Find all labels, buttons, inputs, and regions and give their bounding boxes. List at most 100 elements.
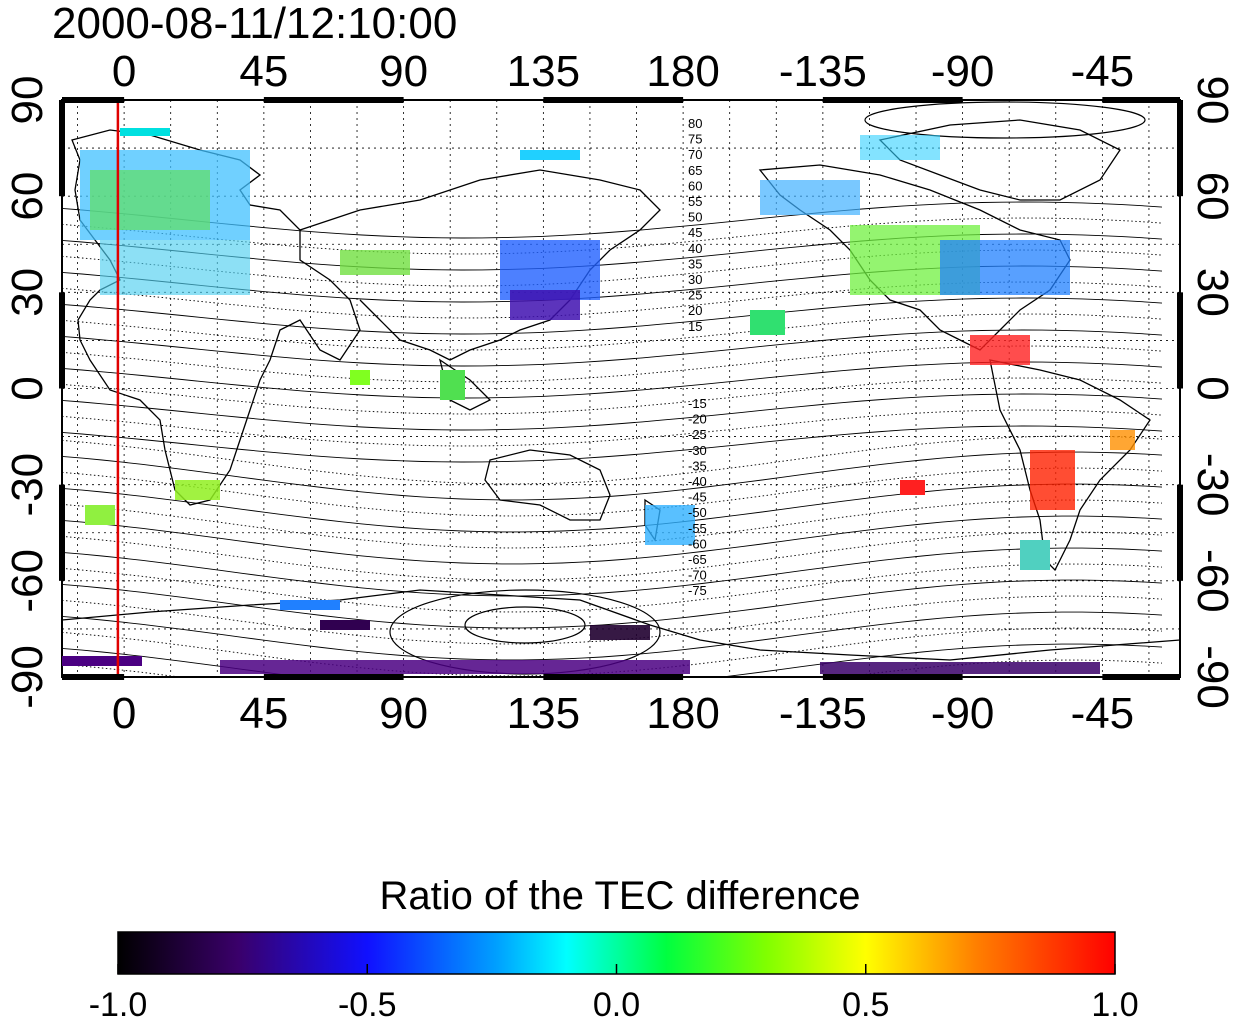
contour-label-north: 25 — [688, 288, 702, 303]
frame-tick-bar — [1177, 292, 1183, 389]
contour-line — [62, 435, 1163, 485]
contour-line — [62, 329, 1163, 367]
contour-label-north: 60 — [688, 178, 702, 193]
map-grid — [62, 100, 1180, 677]
contour-line — [62, 409, 1163, 447]
frame-tick-bars — [59, 97, 1183, 680]
contour-label-south: -30 — [688, 443, 707, 458]
frame-tick-bar — [59, 100, 65, 197]
frame-tick-bar — [1177, 484, 1183, 581]
contour-line — [62, 595, 1163, 645]
x-tick-label-bottom: 135 — [507, 689, 580, 738]
frame-tick-bar — [59, 484, 65, 581]
contour-label-south: -70 — [688, 568, 707, 583]
contour-label-north: 55 — [688, 194, 702, 209]
contour-label-south: -20 — [688, 412, 707, 427]
frame-tick-bar — [62, 97, 125, 103]
axis-tick-labels: 0045459090135135180180-135-135-90-90-45-… — [3, 47, 1237, 738]
contour-line — [62, 451, 1163, 501]
x-tick-label-bottom: -45 — [1071, 689, 1135, 738]
x-tick-label-top: 135 — [507, 47, 580, 96]
contour-label-north: 70 — [688, 147, 702, 162]
contour-line — [62, 297, 1163, 335]
contour-line — [62, 467, 1163, 517]
frame-tick-bar — [1177, 100, 1183, 197]
contour-line — [62, 547, 1163, 597]
colorbar-ticks: -1.0 -0.5 0.0 0.5 1.0 — [89, 964, 1139, 1024]
frame-tick-bar — [263, 97, 404, 103]
x-tick-label-bottom: 45 — [239, 689, 288, 738]
contour-label-north: 45 — [688, 225, 702, 240]
y-tick-label-left: -60 — [3, 549, 52, 613]
y-tick-label-left: -30 — [3, 453, 52, 517]
colorbar-title: Ratio of the TEC difference — [379, 874, 861, 918]
contour-line — [464, 606, 586, 644]
contour-label-south: -35 — [688, 458, 707, 473]
frame-tick-bar — [543, 97, 684, 103]
contour-line — [62, 531, 1163, 581]
contour-line — [62, 563, 1163, 613]
contour-label-south: -55 — [688, 521, 707, 536]
contour-label-north: 35 — [688, 256, 702, 271]
contour-line — [62, 499, 1163, 549]
tec-data-patches — [62, 128, 1135, 674]
contour-label-north: 30 — [688, 272, 702, 287]
x-tick-label-top: -45 — [1071, 47, 1135, 96]
contour-line — [864, 101, 1146, 139]
x-tick-label-bottom: -135 — [779, 689, 867, 738]
contour-label-north: 75 — [688, 132, 702, 147]
contour-line — [62, 425, 1163, 463]
contour-line — [62, 393, 1163, 431]
x-tick-label-top: 90 — [379, 47, 428, 96]
y-tick-label-right: -60 — [1188, 549, 1237, 613]
plot-title: 2000-08-11/12:10:00 — [52, 0, 458, 48]
colorbar-tick-label: -0.5 — [338, 986, 397, 1024]
contour-label-north: 80 — [688, 116, 702, 131]
contour-label-south: -65 — [688, 552, 707, 567]
contour-label-south: -60 — [688, 536, 707, 551]
contour-label-south: -45 — [688, 490, 707, 505]
frame-tick-bar — [822, 97, 963, 103]
contour-line — [62, 345, 1163, 383]
contour-line — [62, 313, 1163, 351]
contour-line — [62, 281, 1163, 319]
y-tick-label-left: 0 — [3, 376, 52, 400]
contour-label-south: -50 — [688, 505, 707, 520]
contour-label-south: -15 — [688, 396, 707, 411]
x-tick-label-bottom: -90 — [931, 689, 995, 738]
frame-tick-bar — [59, 292, 65, 389]
y-tick-label-left: 60 — [3, 172, 52, 221]
x-tick-label-top: 0 — [112, 47, 136, 96]
y-tick-label-left: 30 — [3, 268, 52, 317]
colorbar-tick-label: 1.0 — [1091, 986, 1138, 1024]
frame-tick-bar — [1102, 97, 1180, 103]
contour-label-north: 50 — [688, 210, 702, 225]
x-tick-label-top: -135 — [779, 47, 867, 96]
contour-line — [62, 611, 1163, 661]
contour-label-north: 15 — [688, 319, 702, 334]
contour-label-south: -40 — [688, 474, 707, 489]
colorbar-tick-label: 0.5 — [842, 986, 889, 1024]
frame-tick-bar — [263, 674, 404, 680]
contour-line — [62, 377, 1163, 415]
x-tick-label-bottom: 180 — [646, 689, 719, 738]
x-tick-label-bottom: 90 — [379, 689, 428, 738]
x-tick-label-bottom: 0 — [112, 689, 136, 738]
x-tick-label-top: -90 — [931, 47, 995, 96]
contour-label-north: 65 — [688, 163, 702, 178]
contour-label-south: -25 — [688, 427, 707, 442]
x-tick-label-top: 180 — [646, 47, 719, 96]
frame-tick-bar — [1102, 674, 1180, 680]
y-tick-label-right: -90 — [1188, 645, 1237, 709]
y-tick-label-right: -30 — [1188, 453, 1237, 517]
colorbar-tick-label: 0.0 — [593, 986, 640, 1024]
contour-label-south: -75 — [688, 583, 707, 598]
frame-tick-bar — [543, 674, 684, 680]
contour-line — [62, 515, 1163, 565]
y-tick-label-right: 30 — [1188, 268, 1237, 317]
y-tick-label-left: 90 — [3, 76, 52, 125]
colorbar-tick-label: -1.0 — [89, 986, 148, 1024]
frame-tick-bar — [62, 674, 125, 680]
